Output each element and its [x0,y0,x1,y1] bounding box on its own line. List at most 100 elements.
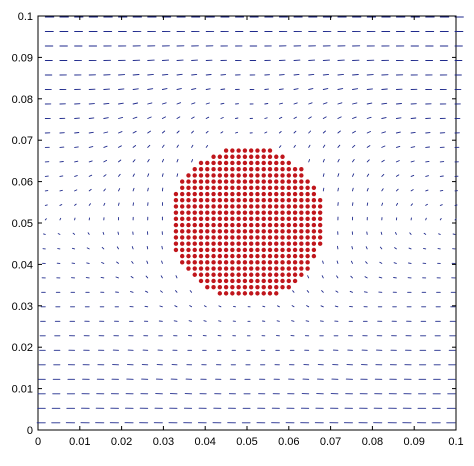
particle [255,191,260,197]
particle [223,284,229,290]
flow-vector [235,117,239,119]
flow-vector [176,73,183,76]
particle [242,272,248,277]
flow-vector [366,116,372,119]
flow-vector [410,174,415,177]
particle [211,266,216,271]
flow-vector [381,173,385,177]
particle [217,222,223,228]
particle [211,253,216,259]
y-tick-label: 0 [27,425,33,437]
flow-vector [102,231,105,235]
particle [211,185,216,191]
particle [248,229,254,234]
particle [280,241,285,246]
flow-vector [205,116,210,119]
particle [205,260,210,265]
particle [211,229,216,234]
flow-vector [264,131,268,134]
flow-vector [147,173,150,177]
particle [230,191,235,197]
flow-vector [439,218,442,221]
flow-vector [218,320,222,322]
flow-vector [409,232,412,235]
particle [255,241,260,246]
particle [305,235,310,240]
flow-vector [145,290,149,293]
particle [274,247,279,253]
particle [286,235,291,240]
particle [192,210,197,215]
particle [223,179,229,184]
particle [192,247,197,253]
x-tick-label: 0.05 [236,436,257,448]
particle [242,247,248,253]
flow-vector [381,117,387,119]
flow-vector [161,116,166,119]
particle [211,191,216,197]
particle [280,266,285,271]
flow-vector [147,159,150,163]
particle [274,235,279,240]
particle [305,253,310,259]
particle [255,222,260,228]
flow-vector [322,102,328,105]
x-tick-label: 0 [35,436,41,448]
flow-vector [410,117,417,119]
particle [236,229,241,234]
particle [192,229,197,234]
flow-vector [205,130,209,134]
particle [274,253,279,259]
x-tick-label: 0.04 [194,436,215,448]
particle [205,222,210,228]
particle [286,253,291,259]
particle [223,222,229,228]
particle [267,222,273,228]
particle [223,266,229,271]
particle [286,191,291,197]
particle [186,179,191,184]
particle [230,229,235,234]
particle [230,179,235,184]
particle [267,253,273,259]
particle [299,179,304,184]
flow-vector [293,116,297,119]
particle [248,235,254,240]
particle [267,272,273,277]
particle [267,160,273,166]
particle [186,173,191,178]
flow-vector [264,117,268,119]
flow-vector [147,102,153,105]
particle [217,260,223,265]
flow-vector [220,117,224,119]
flow-vector [118,88,125,90]
flow-vector [337,187,339,192]
flow-vector [380,231,383,235]
particle [198,266,204,271]
flow-vector [278,88,284,90]
particle [173,198,179,203]
flow-vector [423,247,427,250]
flow-vector [439,189,444,192]
particle [267,260,273,265]
particle [242,160,248,166]
particle [205,278,210,284]
flow-vector [100,276,105,279]
particle [299,216,304,222]
particle [305,198,310,203]
flow-vector [118,188,121,192]
particle [292,247,298,253]
particle [180,222,185,228]
particle [186,198,191,203]
x-tick-label: 0.08 [362,436,383,448]
particle [211,260,216,265]
particle [267,278,273,284]
particle [286,266,291,271]
particle [261,210,266,215]
flow-vector [176,158,179,163]
particle [180,185,185,191]
flow-vector [147,187,149,192]
particle [236,160,241,166]
flow-vector [306,290,310,293]
particle [242,173,248,178]
